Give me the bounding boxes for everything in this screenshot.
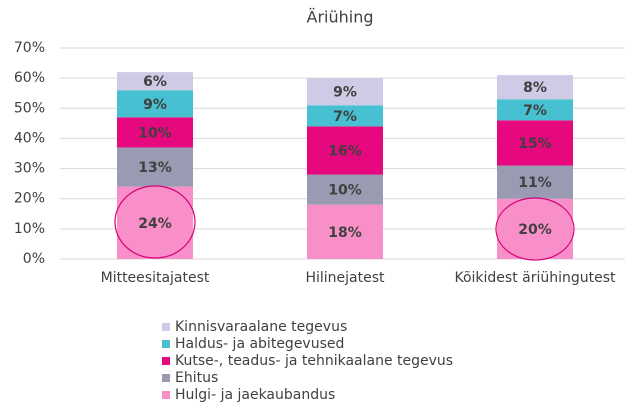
legend-swatch [162, 323, 170, 331]
legend-swatch [162, 357, 170, 365]
data-label: 13% [138, 160, 172, 176]
y-tick-label: 20% [14, 191, 45, 207]
bar-segment [307, 204, 383, 259]
bar-segment [307, 78, 383, 106]
y-tick-label: 50% [14, 100, 45, 116]
data-label: 9% [333, 85, 357, 101]
data-label: 24% [138, 216, 172, 232]
x-tick-label: Kõikidest äriühingutest [454, 270, 616, 286]
data-label: 20% [518, 222, 552, 238]
bar-segment [307, 126, 383, 175]
y-tick-label: 0% [23, 251, 45, 267]
bar-segment [497, 99, 573, 121]
data-label: 11% [518, 175, 552, 191]
bar-segment [307, 105, 383, 127]
bar-segment [497, 75, 573, 100]
bar-segment [497, 120, 573, 166]
legend-label: Haldus- ja abitegevused [175, 336, 344, 352]
legend-label: Kinnisvaraalane tegevus [175, 319, 347, 335]
data-label: 6% [143, 74, 167, 90]
highlight-circle [495, 197, 575, 261]
y-tick-label: 70% [14, 40, 45, 56]
y-tick-label: 10% [14, 221, 45, 237]
data-label: 9% [143, 97, 167, 113]
y-tick-label: 30% [14, 161, 45, 177]
bar-segment [117, 72, 193, 91]
data-label: 16% [328, 143, 362, 159]
legend-swatch [162, 374, 170, 382]
y-tick-label: 60% [14, 70, 45, 86]
bar-segment [117, 147, 193, 187]
plot-area: 0% 10% 20% 30% 40% 50% 60% 70% Mitteesitajatest 2… [14, 40, 625, 286]
legend-swatch [162, 340, 170, 348]
bar-segment [117, 117, 193, 148]
bar-segment [497, 198, 573, 259]
legend-label: Kutse-, teadus- ja tehnikaalane tegevus [175, 353, 453, 369]
data-label: 7% [523, 103, 547, 119]
legend-swatch [162, 391, 170, 399]
x-tick-label: Hilinejatest [305, 270, 385, 286]
legend-label: Ehitus [175, 370, 218, 386]
highlight-circle [114, 185, 196, 259]
bar-segment [307, 174, 383, 205]
legend-label: Hulgi- ja jaekaubandus [175, 387, 335, 403]
x-tick-label: Mitteesitajatest [101, 270, 210, 286]
bar-segment [117, 90, 193, 118]
y-tick-label: 40% [14, 130, 45, 146]
bar-segment [497, 165, 573, 199]
data-label: 15% [518, 136, 552, 152]
data-label: 10% [328, 183, 362, 199]
data-label: 18% [328, 225, 362, 241]
bar-segment [117, 186, 193, 259]
data-label: 8% [523, 80, 547, 96]
data-label: 7% [333, 109, 357, 125]
chart-title: Äriühing [307, 8, 374, 27]
data-label: 10% [138, 125, 172, 141]
